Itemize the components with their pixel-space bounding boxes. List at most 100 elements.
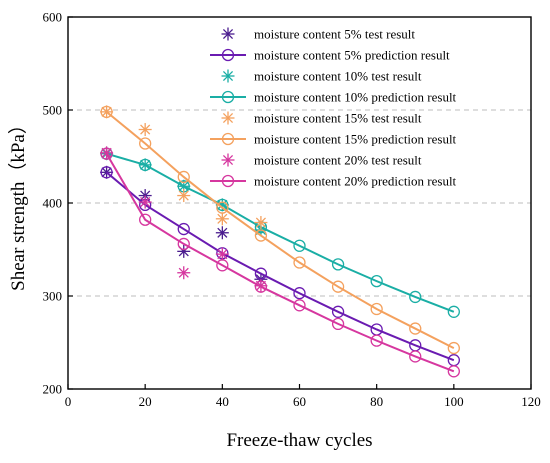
circle-marker	[293, 239, 306, 252]
circle-marker	[216, 259, 229, 272]
asterisk-stroke	[101, 167, 112, 178]
asterisk-stroke	[178, 267, 189, 278]
circle-marker	[254, 229, 268, 242]
circle-marker	[100, 147, 113, 160]
asterisk-marker	[254, 216, 268, 230]
circle-marker	[177, 237, 190, 251]
asterisk-stroke	[222, 70, 234, 82]
legend-label: moisture content 5% test result	[254, 27, 415, 42]
circle-marker	[447, 305, 460, 318]
circle-marker	[254, 267, 268, 280]
circle-marker	[331, 305, 345, 318]
y-tick-label: 400	[43, 196, 63, 211]
legend-item: moisture content 5% prediction result	[210, 48, 450, 63]
y-tick-label: 300	[43, 289, 63, 304]
y-tick-label: 500	[43, 103, 63, 118]
circle-marker	[331, 317, 345, 331]
asterisk-marker	[215, 212, 229, 226]
series-line	[105, 153, 455, 373]
circle-marker	[221, 132, 235, 146]
circle-marker	[100, 166, 113, 179]
series-5	[100, 105, 268, 230]
circle-marker	[254, 280, 268, 293]
series-2	[100, 166, 460, 367]
x-tick-label: 100	[444, 394, 464, 409]
y-tick-label: 600	[43, 10, 63, 25]
circle-marker	[216, 198, 229, 212]
asterisk-stroke	[222, 112, 234, 124]
circle-marker	[139, 137, 152, 150]
circle-marker	[293, 256, 306, 269]
circle-marker	[221, 48, 235, 62]
circle-marker	[370, 334, 383, 347]
x-tick-label: 120	[521, 394, 541, 409]
x-tick-label: 40	[216, 394, 229, 409]
asterisk-stroke	[140, 124, 151, 135]
circle-marker	[216, 201, 229, 214]
series-layer	[100, 105, 460, 378]
legend-label: moisture content 15% test result	[254, 111, 422, 126]
asterisk-stroke	[140, 197, 151, 208]
asterisk-marker	[215, 247, 229, 261]
circle-marker	[177, 170, 190, 184]
legend-label: moisture content 20% prediction result	[254, 174, 457, 189]
circle-marker	[447, 341, 460, 355]
series-6	[100, 105, 460, 355]
circle-marker	[370, 274, 383, 288]
series-line	[105, 171, 455, 362]
legend-item: moisture content 5% test result	[221, 27, 415, 42]
circle-marker	[221, 90, 235, 104]
legend-item: moisture content 15% prediction result	[210, 132, 457, 147]
circle-marker	[331, 280, 345, 293]
circle-marker	[370, 302, 383, 316]
x-axis-title: Freeze-thaw cycles	[226, 430, 372, 451]
y-tick-label: 200	[43, 382, 63, 397]
circle-marker	[293, 299, 306, 312]
series-line	[106, 152, 455, 313]
asterisk-marker	[177, 189, 191, 203]
asterisk-stroke	[255, 217, 266, 228]
asterisk-stroke	[217, 249, 228, 260]
circle-marker	[139, 158, 152, 172]
asterisk-stroke	[101, 106, 112, 117]
asterisk-marker	[215, 226, 229, 240]
y-axis-title: Shear strength（kPa）	[7, 115, 29, 291]
circle-marker	[139, 213, 152, 226]
asterisk-marker	[138, 123, 152, 137]
asterisk-marker	[221, 69, 235, 83]
circle-marker	[221, 174, 235, 188]
circle-marker	[331, 258, 345, 271]
asterisk-stroke	[222, 28, 234, 40]
legend-item: moisture content 10% test result	[221, 69, 422, 84]
x-tick-label: 20	[139, 394, 152, 409]
axis-ticks: 0 20 40 60 80 100 120 200 300 400 500 600	[43, 10, 541, 410]
legend-label: moisture content 15% prediction result	[254, 132, 457, 147]
asterisk-marker	[221, 27, 235, 41]
circle-marker	[447, 365, 460, 378]
legend-label: moisture content 20% test result	[254, 153, 422, 168]
circle-marker	[293, 287, 306, 300]
x-tick-label: 0	[65, 394, 72, 409]
asterisk-stroke	[178, 190, 189, 201]
asterisk-marker	[138, 195, 152, 209]
series-7	[100, 146, 268, 293]
circle-marker	[409, 350, 422, 363]
asterisk-marker	[177, 266, 191, 280]
circle-marker	[409, 322, 422, 335]
legend-label: moisture content 10% test result	[254, 69, 422, 84]
legend-label: moisture content 10% prediction result	[254, 90, 457, 105]
series-8	[100, 147, 460, 378]
circle-marker	[100, 105, 113, 119]
circle-marker	[177, 222, 190, 236]
legend-item: moisture content 10% prediction result	[210, 90, 457, 105]
asterisk-marker	[221, 153, 235, 167]
series-line	[105, 111, 455, 349]
legend-item: moisture content 20% test result	[221, 153, 422, 168]
circle-marker	[409, 290, 422, 304]
legend-item: moisture content 20% prediction result	[210, 174, 457, 189]
legend-item: moisture content 15% test result	[221, 111, 422, 126]
x-tick-label: 80	[370, 394, 383, 409]
asterisk-stroke	[222, 154, 234, 166]
x-tick-label: 60	[293, 394, 306, 409]
asterisk-stroke	[217, 213, 228, 224]
